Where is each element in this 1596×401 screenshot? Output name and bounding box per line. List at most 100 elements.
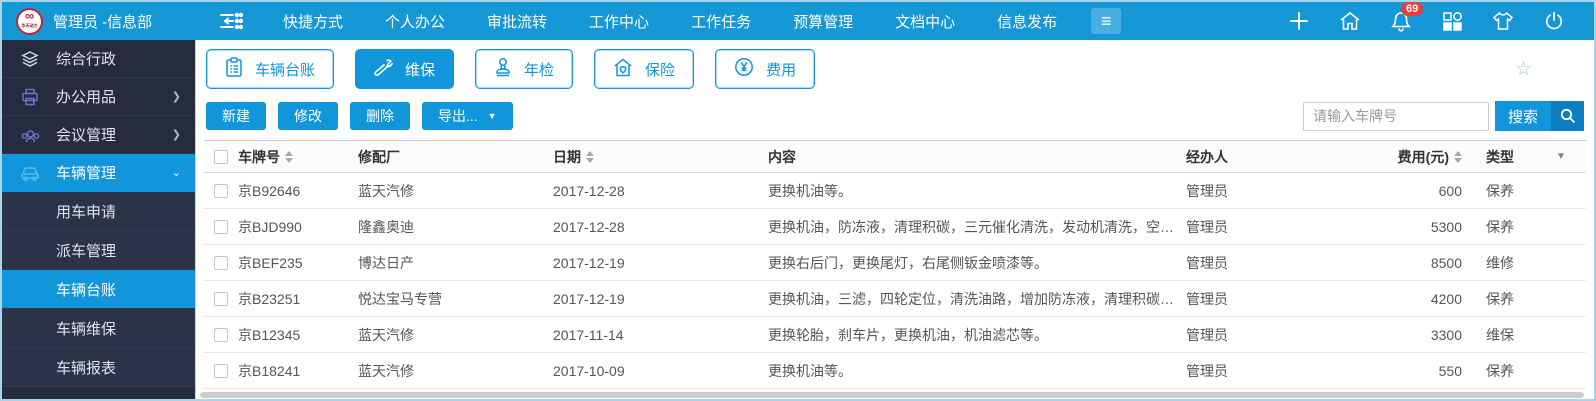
- theme-shirt-icon[interactable]: [1491, 9, 1515, 33]
- col-header-type[interactable]: 类型: [1486, 148, 1514, 165]
- row-checkbox[interactable]: [214, 291, 228, 306]
- cell-plate: 京B18241: [238, 362, 301, 379]
- toolbar: 新建 修改 删除 导出... ▼ 搜索: [196, 97, 1594, 140]
- favorite-star-icon[interactable]: ☆: [1514, 58, 1532, 80]
- cell-shop: 隆鑫奥迪: [358, 218, 414, 235]
- new-button[interactable]: 新建: [206, 102, 266, 130]
- sidebar-item-general-admin[interactable]: 综合行政: [2, 40, 195, 78]
- cell-shop: 蓝天汽修: [358, 326, 414, 343]
- sidebar-subitem-vehicle-ledger[interactable]: 车辆台账: [2, 270, 195, 309]
- company-logo-icon: ∞ 华天动力: [16, 7, 43, 35]
- nav-item-personal-office[interactable]: 个人办公: [385, 13, 446, 31]
- column-filter-caret-icon[interactable]: ▼: [1556, 151, 1566, 162]
- menu-collapse-icon[interactable]: [219, 12, 243, 30]
- cell-type: 保养: [1486, 218, 1514, 235]
- cell-content: 更换机油，防冻液，清理积碳，三元催化清洗，发动机清洗，空调格更...: [768, 218, 1186, 235]
- row-checkbox[interactable]: [214, 327, 228, 342]
- wrench-icon: [374, 58, 394, 81]
- sidebar-subitem-vehicle-reports[interactable]: 车辆报表: [2, 348, 195, 387]
- chevron-right-icon: ❯: [171, 91, 181, 103]
- row-checkbox[interactable]: [214, 219, 228, 234]
- col-header-date[interactable]: 日期: [553, 148, 581, 165]
- tab-expenses[interactable]: 费用: [715, 49, 816, 89]
- cell-date: 2017-12-28: [553, 218, 625, 235]
- cell-cost: 550: [1438, 362, 1462, 379]
- cell-content: 更换右后门，更换尾灯，右尾侧钣金喷漆等。: [768, 254, 1048, 271]
- clipboard-icon: [225, 57, 243, 81]
- sidebar-item-label: 办公用品: [56, 89, 117, 106]
- tab-label: 维保: [405, 61, 436, 79]
- row-checkbox[interactable]: [214, 363, 228, 378]
- cell-content: 更换机油，三滤，四轮定位，清洗油路，增加防冻液，清理积碳等。: [768, 290, 1186, 307]
- sort-icon[interactable]: [586, 150, 594, 163]
- subitem-label: 用车申请: [56, 203, 117, 221]
- tab-maintenance[interactable]: 维保: [355, 49, 455, 89]
- nav-item-budget[interactable]: 预算管理: [793, 13, 854, 31]
- nav-item-approval-flow[interactable]: 审批流转: [487, 13, 548, 31]
- sidebar-item-label: 综合行政: [56, 51, 117, 68]
- sort-icon[interactable]: [1454, 150, 1462, 163]
- cell-operator: 管理员: [1186, 182, 1228, 199]
- sidebar-subitem-vehicle-request[interactable]: 用车申请: [2, 192, 195, 231]
- row-checkbox[interactable]: [214, 255, 228, 270]
- export-button-label: 导出...: [438, 108, 478, 124]
- cell-date: 2017-10-09: [553, 362, 625, 379]
- notifications-bell-icon[interactable]: 69: [1389, 2, 1424, 33]
- plate-search-input[interactable]: [1302, 101, 1489, 131]
- search-group: 搜索: [1302, 101, 1584, 131]
- col-header-content[interactable]: 内容: [768, 148, 796, 165]
- add-icon[interactable]: [1287, 9, 1311, 33]
- col-header-cost[interactable]: 费用(元): [1397, 148, 1449, 165]
- cell-operator: 管理员: [1186, 218, 1228, 235]
- nav-item-documents[interactable]: 文档中心: [895, 13, 956, 31]
- horizontal-scrollbar[interactable]: [200, 392, 1584, 398]
- sidebar-subitem-dispatch-management[interactable]: 派车管理: [2, 231, 195, 270]
- home-icon[interactable]: [1338, 9, 1362, 33]
- cell-plate: 京B92646: [238, 182, 301, 199]
- table-row[interactable]: 京B23251 悦达宝马专营 2017-12-19 更换机油，三滤，四轮定位，清…: [204, 281, 1586, 317]
- tab-vehicle-ledger[interactable]: 车辆台账: [206, 49, 335, 89]
- row-checkbox[interactable]: [214, 183, 228, 198]
- sidebar-subitem-vehicle-maintenance[interactable]: 车辆维保: [2, 309, 195, 348]
- power-logout-icon[interactable]: [1542, 9, 1566, 33]
- table-row[interactable]: 京B92646 蓝天汽修 2017-12-28 更换机油等。 管理员 600 保…: [204, 173, 1586, 209]
- sidebar-item-vehicle-management[interactable]: 车辆管理 ⌄: [2, 154, 195, 192]
- table-row[interactable]: 京B18241 蓝天汽修 2017-10-09 更换机油等。 管理员 550 保…: [204, 353, 1586, 389]
- logo-text: 华天动力: [21, 23, 38, 28]
- delete-button[interactable]: 删除: [350, 102, 410, 130]
- cell-date: 2017-12-19: [553, 254, 625, 271]
- sidebar-item-office-supplies[interactable]: 办公用品 ❯: [2, 78, 195, 116]
- nav-more-menu-icon[interactable]: ≡: [1091, 8, 1122, 34]
- tab-insurance[interactable]: 保险: [594, 49, 695, 89]
- cell-plate: 京BJD990: [238, 218, 302, 235]
- cell-content: 更换机油等。: [768, 362, 852, 379]
- nav-item-shortcuts[interactable]: 快捷方式: [283, 13, 344, 31]
- topbar-actions: 69: [1287, 2, 1594, 33]
- cell-type: 维修: [1486, 254, 1514, 271]
- col-header-shop[interactable]: 修配厂: [358, 148, 400, 165]
- search-button-label: 搜索: [1494, 101, 1551, 131]
- subitem-label: 车辆台账: [56, 281, 117, 299]
- nav-item-info-publish[interactable]: 信息发布: [997, 13, 1058, 31]
- sort-icon[interactable]: [285, 150, 293, 163]
- layers-icon: [20, 50, 40, 68]
- search-button[interactable]: 搜索: [1494, 101, 1584, 131]
- select-all-checkbox[interactable]: [214, 149, 228, 164]
- table-row[interactable]: 京BJD990 隆鑫奥迪 2017-12-28 更换机油，防冻液，清理积碳，三元…: [204, 209, 1586, 245]
- edit-button[interactable]: 修改: [278, 102, 338, 130]
- cell-type: 维保: [1486, 326, 1514, 343]
- table-row[interactable]: 京B12345 蓝天汽修 2017-11-14 更换轮胎，刹车片，更换机油，机油…: [204, 317, 1586, 353]
- tab-label: 保险: [645, 61, 676, 79]
- col-header-operator[interactable]: 经办人: [1186, 148, 1228, 165]
- export-button[interactable]: 导出... ▼: [422, 102, 513, 130]
- nav-item-work-center[interactable]: 工作中心: [589, 13, 650, 31]
- col-header-plate[interactable]: 车牌号: [238, 148, 280, 165]
- cell-operator: 管理员: [1186, 254, 1228, 271]
- table-row[interactable]: 京BEF235 博达日产 2017-12-19 更换右后门，更换尾灯，右尾侧钣金…: [204, 245, 1586, 281]
- tab-annual-inspection[interactable]: 年检: [475, 49, 574, 89]
- cell-cost: 4200: [1430, 290, 1462, 307]
- nav-item-work-tasks[interactable]: 工作任务: [691, 13, 752, 31]
- sidebar-item-meeting-management[interactable]: 会议管理 ❯: [2, 116, 195, 154]
- apps-grid-icon[interactable]: [1440, 9, 1464, 33]
- yuan-circle-icon: [734, 57, 754, 81]
